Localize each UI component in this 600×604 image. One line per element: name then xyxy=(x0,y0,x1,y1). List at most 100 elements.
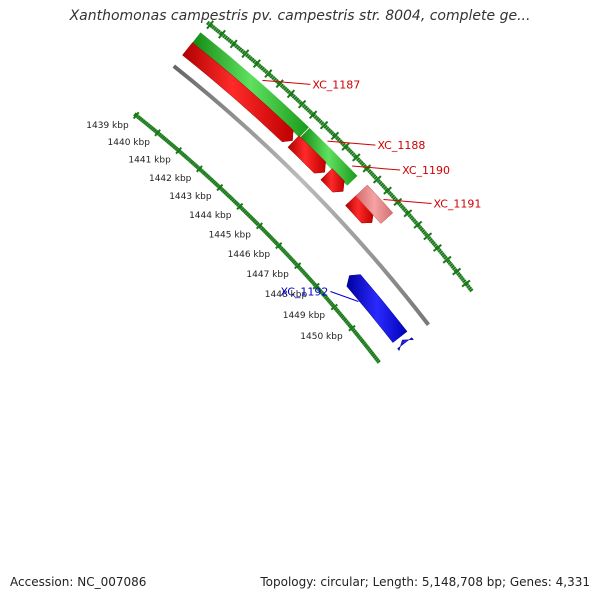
gene-feature-forward[interactable] xyxy=(287,135,326,174)
ruler-dot-outer xyxy=(236,45,241,51)
ruler-dot-inner xyxy=(338,313,344,318)
ruler-dot-inner xyxy=(229,196,234,201)
ruler-dot-outer xyxy=(284,88,290,93)
ruler-dot-outer xyxy=(396,201,402,206)
ruler-dot-outer xyxy=(441,253,447,258)
ruler-label-tick xyxy=(255,222,264,230)
ruler-dot-inner xyxy=(159,133,164,139)
ruler-dot-outer xyxy=(456,271,461,276)
ruler-dot-outer xyxy=(283,86,288,91)
ruler-dot-outer xyxy=(360,162,366,167)
ruler-dot-inner xyxy=(149,125,154,131)
gene-feature-forward[interactable] xyxy=(182,42,294,143)
gene-feature-forward[interactable] xyxy=(320,168,345,193)
ruler-dot-inner xyxy=(270,237,275,242)
ruler-dot-inner xyxy=(327,300,333,305)
ruler-dot-outer xyxy=(246,54,252,59)
ruler-dot-outer xyxy=(382,185,388,191)
ruler-tick-label: 1450 kbp xyxy=(300,332,343,342)
ruler-ticks xyxy=(132,20,474,364)
ruler-dot-outer xyxy=(450,264,455,269)
ruler-dot-inner xyxy=(320,292,326,297)
ruler-dot-outer xyxy=(257,63,262,68)
ruler-dot-inner xyxy=(333,306,338,311)
ruler-dot-inner xyxy=(326,298,331,303)
ruler-dot-inner xyxy=(169,142,174,147)
ruler-dot-outer xyxy=(205,20,211,26)
ruler-dot-inner xyxy=(357,336,363,341)
ruler-dot-inner xyxy=(177,149,182,154)
ruler-label-tick xyxy=(236,202,244,211)
ruler-dot-outer xyxy=(303,105,308,110)
ruler-dot-outer xyxy=(245,53,250,58)
ruler-dot-inner xyxy=(185,156,190,161)
gene-feature-reverse[interactable] xyxy=(346,274,408,343)
ruler-dot-outer xyxy=(378,180,383,185)
ruler-dot-outer xyxy=(469,288,474,293)
ruler-tick-label: 1448 kbp xyxy=(265,290,308,300)
ruler-dot-outer xyxy=(323,124,328,129)
gene-label[interactable]: XC_1190 xyxy=(402,164,450,177)
ruler-dot-outer xyxy=(437,248,442,253)
ruler-dot-inner xyxy=(144,121,149,127)
ruler-dot-inner xyxy=(148,124,153,129)
ruler-dot-inner xyxy=(319,290,324,295)
ruler-label-tick xyxy=(175,146,183,155)
ruler-dot-outer xyxy=(330,131,335,136)
ruler-dot-inner xyxy=(351,327,356,333)
ruler-dot-inner xyxy=(302,271,307,276)
ruler-dot-outer xyxy=(428,237,433,242)
gene-label[interactable]: XC_1191 xyxy=(433,198,481,211)
ruler-dot-outer xyxy=(438,250,444,255)
ruler-label-tick xyxy=(294,262,302,270)
ruler-dot-inner xyxy=(224,192,230,197)
ruler-dot-outer xyxy=(250,57,255,62)
gc-track-segment xyxy=(299,127,358,186)
ruler-dot-outer xyxy=(430,239,435,244)
gene-feature-pseudo[interactable] xyxy=(355,184,394,224)
ruler-dot-inner xyxy=(156,131,161,136)
ruler-dot-inner xyxy=(164,138,169,143)
ruler-dot-outer xyxy=(434,244,439,250)
ruler-dot-inner xyxy=(305,274,310,279)
ruler-dot-inner xyxy=(154,129,159,135)
ruler-dot-outer xyxy=(424,232,429,237)
ruler-dot-outer xyxy=(446,259,451,264)
ruler-dot-inner xyxy=(203,171,208,177)
ruler-dot-outer xyxy=(459,275,464,280)
ruler-dot-outer xyxy=(370,172,375,177)
gene-feature-reverse[interactable] xyxy=(397,337,414,352)
ruler-dot-inner xyxy=(311,280,316,286)
gene-label[interactable]: XC_1192 xyxy=(281,286,329,299)
ruler-dot-outer xyxy=(449,262,454,267)
ruler-dot-outer xyxy=(392,196,397,201)
ruler-dot-outer xyxy=(398,202,403,208)
ruler-dot-outer xyxy=(461,279,467,284)
accession-text: Accession: NC_007086 xyxy=(8,575,149,589)
ruler-major-tick xyxy=(330,131,340,141)
gene-label[interactable]: XC_1187 xyxy=(312,78,360,91)
ruler-dot-inner xyxy=(246,212,251,218)
ruler-dot-outer xyxy=(213,26,218,31)
gene-label[interactable]: XC_1188 xyxy=(377,139,425,152)
ruler-dot-inner xyxy=(143,120,148,125)
ruler-dot-inner xyxy=(285,252,290,257)
ruler-dot-inner xyxy=(215,183,220,188)
ruler-dot-inner xyxy=(267,234,272,239)
ruler-dot-outer xyxy=(229,39,234,45)
ruler-dot-outer xyxy=(416,223,421,228)
ruler-dot-outer xyxy=(310,111,315,117)
ruler-dot-inner xyxy=(356,334,361,339)
ruler-major-tick xyxy=(393,197,403,207)
ruler-dot-inner xyxy=(253,220,259,225)
ruler-dot-outer xyxy=(443,255,448,260)
ruler-major-tick xyxy=(319,120,329,130)
ruler-dot-outer xyxy=(253,60,259,65)
ruler-dot-outer xyxy=(315,116,320,121)
ruler-major-tick xyxy=(241,49,250,59)
ruler-dot-inner xyxy=(336,309,341,314)
gene-label-leader xyxy=(352,165,401,171)
ruler-dot-outer xyxy=(412,218,417,223)
